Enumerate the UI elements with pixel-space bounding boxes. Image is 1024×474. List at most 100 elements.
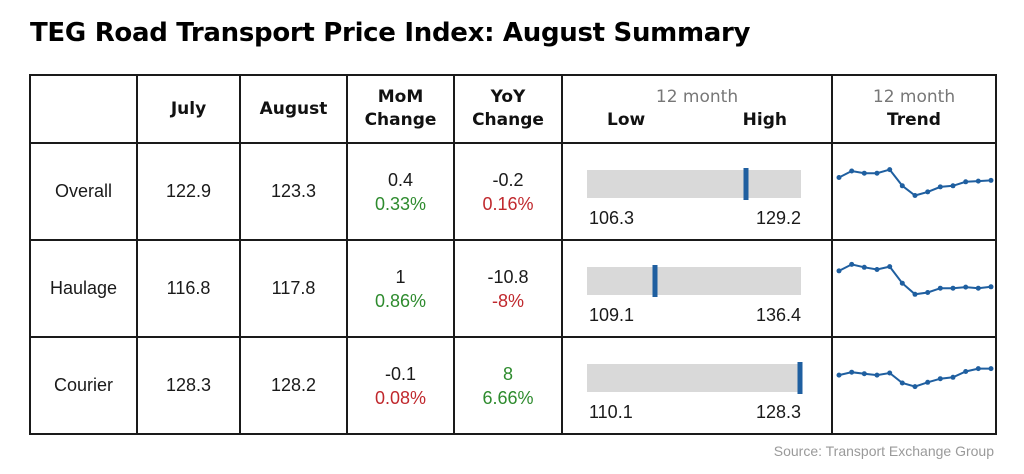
july-value: 116.8 xyxy=(136,239,241,338)
trend-point xyxy=(836,372,842,378)
trend-point xyxy=(899,280,905,286)
mom-change-value: 0.4 xyxy=(387,169,414,190)
range-cell: 106.3 129.2 xyxy=(561,142,833,241)
yoy-change-value: -10.8 xyxy=(487,266,529,287)
range-bar xyxy=(587,168,801,200)
trend-point xyxy=(937,285,943,291)
july-value: 128.3 xyxy=(136,336,241,435)
header-trend-top: 12 month xyxy=(872,87,956,107)
header-range-high: High xyxy=(742,110,787,130)
trend-point xyxy=(887,370,893,376)
july-value: 122.9 xyxy=(136,142,241,241)
range-high-value: 136.4 xyxy=(755,305,801,325)
august-value: 128.2 xyxy=(239,336,348,435)
trend-point xyxy=(861,264,867,270)
range-current-marker xyxy=(743,168,749,200)
row-label: Courier xyxy=(29,336,138,435)
trend-point xyxy=(963,369,969,374)
trend-line xyxy=(838,367,991,388)
trend-point xyxy=(874,372,880,378)
trend-line xyxy=(838,263,992,296)
mom-change-percent: 0.08% xyxy=(374,387,427,408)
header-12-month-range: 12 month Low High xyxy=(561,74,833,144)
trend-point xyxy=(975,366,981,372)
yoy-change-cell: -0.2 0.16% xyxy=(453,142,563,241)
trend-point xyxy=(849,369,855,375)
trend-point xyxy=(899,380,905,386)
table-row: Overall 122.9 123.3 0.4 0.33% -0.2 0.16% 106.3 1… xyxy=(29,142,997,241)
source-note: Source: Transport Exchange Group xyxy=(773,443,994,459)
trend-sparkline xyxy=(836,261,994,297)
trend-line xyxy=(838,168,992,197)
trend-point xyxy=(849,168,855,174)
trend-sparkline xyxy=(836,167,994,198)
header-12-month-trend: 12 month Trend xyxy=(831,74,997,144)
trend-point xyxy=(950,374,956,380)
yoy-change-cell: -10.8 -8% xyxy=(453,239,563,338)
range-cell: 109.1 136.4 xyxy=(561,239,833,338)
trend-point xyxy=(861,371,867,377)
range-high-value: 128.3 xyxy=(755,402,801,422)
table-row: Haulage 116.8 117.8 1 0.86% -10.8 -8% 109.1 136.… xyxy=(29,239,997,338)
trend-cell xyxy=(831,239,997,338)
trend-point xyxy=(975,285,981,291)
range-cell: 110.1 128.3 xyxy=(561,336,833,435)
trend-point xyxy=(861,170,867,176)
header-yoy-change: YoY Change xyxy=(453,74,563,144)
header-yoy-line1: YoY xyxy=(490,87,526,107)
header-corner xyxy=(29,74,138,144)
trend-point xyxy=(836,175,842,180)
mom-change-cell: 1 0.86% xyxy=(346,239,455,338)
trend-point xyxy=(950,183,956,189)
header-august: August xyxy=(239,74,348,144)
trend-point xyxy=(874,170,880,176)
mom-change-value: 1 xyxy=(395,266,406,287)
mom-change-percent: 0.86% xyxy=(374,290,427,311)
mom-change-cell: 0.4 0.33% xyxy=(346,142,455,241)
yoy-change-percent: 6.66% xyxy=(482,387,534,408)
page-title: TEG Road Transport Price Index: August S… xyxy=(30,18,751,48)
header-trend-label: Trend xyxy=(887,110,941,130)
trend-point xyxy=(887,264,893,270)
mom-change-percent: 0.33% xyxy=(374,193,427,214)
range-current-marker xyxy=(652,265,658,297)
yoy-change-percent: -8% xyxy=(491,290,524,311)
yoy-change-value: -0.2 xyxy=(492,169,524,190)
range-low-value: 106.3 xyxy=(589,208,635,228)
mom-change-cell: -0.1 0.08% xyxy=(346,336,455,435)
trend-point xyxy=(874,267,880,272)
trend-point xyxy=(937,376,943,382)
trend-point xyxy=(925,379,931,385)
header-mom-change: MoM Change xyxy=(346,74,455,144)
trend-point xyxy=(925,290,931,295)
trend-point xyxy=(937,184,943,190)
august-value: 117.8 xyxy=(239,239,348,338)
trend-cell xyxy=(831,142,997,241)
header-row: July August MoM Change YoY Change 12 mon… xyxy=(29,74,997,144)
range-current-marker xyxy=(797,362,803,394)
header-mom-line2: Change xyxy=(364,110,437,130)
trend-point xyxy=(899,183,905,189)
trend-point xyxy=(849,261,855,267)
trend-point xyxy=(912,384,918,390)
table-row: Courier 128.3 128.2 -0.1 0.08% 8 6.66% 110.1 128… xyxy=(29,336,997,435)
trend-point xyxy=(988,366,994,372)
august-value: 123.3 xyxy=(239,142,348,241)
range-bar xyxy=(587,362,803,394)
trend-sparkline xyxy=(836,366,994,390)
range-low-value: 110.1 xyxy=(589,402,633,422)
trend-cell xyxy=(831,336,997,435)
mom-change-value: -0.1 xyxy=(384,363,417,384)
trend-point xyxy=(988,177,994,183)
header-yoy-line2: Change xyxy=(472,110,544,130)
price-index-table: July August MoM Change YoY Change 12 mon… xyxy=(29,74,997,435)
trend-point xyxy=(950,285,956,291)
trend-point xyxy=(836,268,842,274)
trend-point xyxy=(963,179,969,185)
range-bar xyxy=(587,265,801,297)
header-mom-line1: MoM xyxy=(377,87,424,107)
trend-point xyxy=(963,284,969,290)
trend-point xyxy=(912,193,918,198)
trend-point xyxy=(887,167,893,173)
trend-point xyxy=(925,189,931,195)
